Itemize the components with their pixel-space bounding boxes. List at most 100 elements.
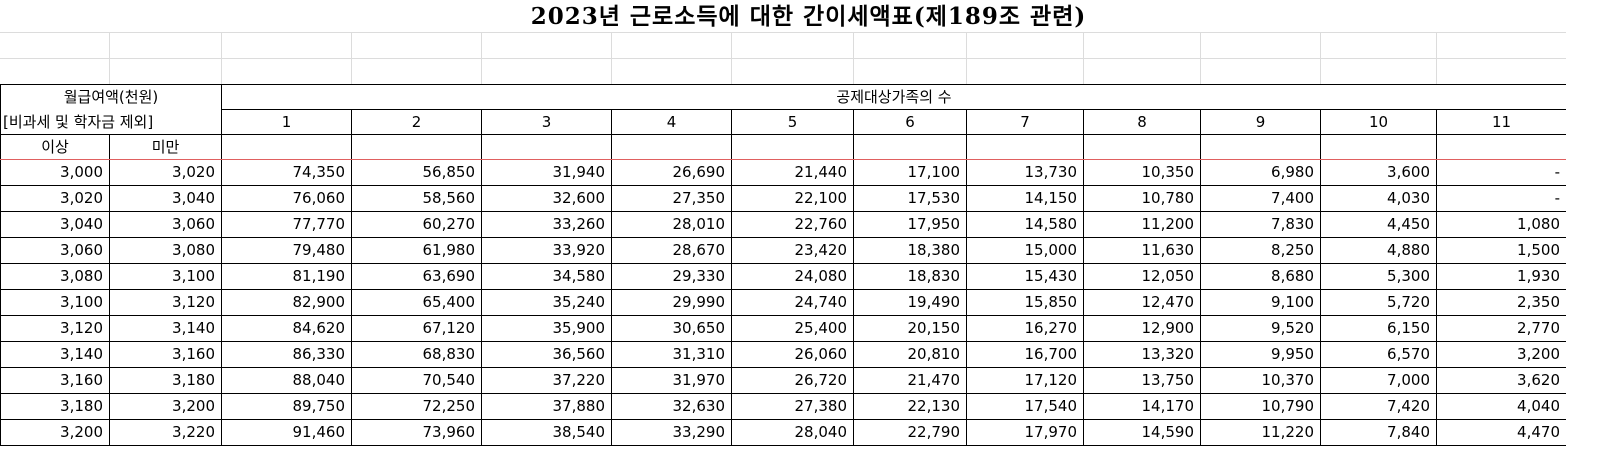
tax-amount-cell: 13,320 (1083, 341, 1201, 368)
tax-amount-cell: 29,330 (611, 263, 732, 290)
header-row-2: [비과세 및 학자금 제외] 1 2 3 4 5 6 7 8 9 10 11 (0, 109, 1567, 135)
tax-amount-cell: 6,150 (1320, 315, 1437, 342)
tax-amount-cell: 22,790 (853, 419, 967, 446)
tax-amount-cell: 74,350 (221, 159, 352, 186)
gridline (1200, 32, 1201, 84)
tax-amount-cell: 10,370 (1200, 367, 1321, 394)
table-row: 3,020 3,040 76,060 58,560 32,600 27,350 22,100… (0, 185, 1567, 212)
from-label: 이상 (0, 134, 110, 160)
wage-from-cell: 3,100 (0, 289, 110, 316)
dependent-count-header: 6 (853, 109, 967, 135)
empty-cell (1200, 134, 1321, 160)
tax-amount-cell: 10,790 (1200, 393, 1321, 420)
gridline (109, 32, 110, 84)
tax-amount-cell: 58,560 (351, 185, 482, 212)
dependent-count-header: 4 (611, 109, 732, 135)
tax-amount-cell: 60,270 (351, 211, 482, 238)
tax-amount-cell: 5,300 (1320, 263, 1437, 290)
tax-amount-cell: 31,940 (481, 159, 612, 186)
tax-amount-cell: 73,960 (351, 419, 482, 446)
tax-amount-cell: 3,600 (1320, 159, 1437, 186)
tax-amount-cell: 88,040 (221, 367, 352, 394)
page-title: 2023년 근로소득에 대한 간이세액표(제189조 관련) (530, 3, 1087, 30)
tax-amount-cell: 27,350 (611, 185, 732, 212)
wage-from-cell: 3,120 (0, 315, 110, 342)
tax-amount-cell: 21,470 (853, 367, 967, 394)
tax-amount-cell: 9,520 (1200, 315, 1321, 342)
tax-amount-cell: 18,380 (853, 237, 967, 264)
tax-amount-cell: 33,290 (611, 419, 732, 446)
gridline (351, 32, 352, 84)
wage-from-cell: 3,020 (0, 185, 110, 212)
tax-amount-cell: 14,590 (1083, 419, 1201, 446)
tax-amount-cell: 63,690 (351, 263, 482, 290)
tax-amount-cell: 33,920 (481, 237, 612, 264)
tax-amount-cell: 13,730 (966, 159, 1084, 186)
tax-amount-cell: 6,980 (1200, 159, 1321, 186)
wage-to-cell: 3,040 (109, 185, 222, 212)
wage-to-cell: 3,080 (109, 237, 222, 264)
tax-amount-cell: 4,030 (1320, 185, 1437, 212)
tax-amount-cell: 30,650 (611, 315, 732, 342)
tax-amount-cell: 9,100 (1200, 289, 1321, 316)
tax-amount-cell: 32,600 (481, 185, 612, 212)
tax-amount-cell: 8,680 (1200, 263, 1321, 290)
tax-amount-cell: - (1436, 185, 1567, 212)
tax-amount-cell: 37,880 (481, 393, 612, 420)
tax-amount-cell: 16,700 (966, 341, 1084, 368)
tax-amount-cell: 26,690 (611, 159, 732, 186)
tax-amount-cell: 11,630 (1083, 237, 1201, 264)
wage-to-cell: 3,100 (109, 263, 222, 290)
tax-amount-cell: 28,010 (611, 211, 732, 238)
tax-amount-cell: 26,720 (731, 367, 854, 394)
tax-amount-cell: 76,060 (221, 185, 352, 212)
wage-to-cell: 3,180 (109, 367, 222, 394)
tax-amount-cell: 4,880 (1320, 237, 1437, 264)
tax-amount-cell: 38,540 (481, 419, 612, 446)
tax-amount-cell: 17,970 (966, 419, 1084, 446)
tax-amount-cell: 4,450 (1320, 211, 1437, 238)
dependent-count-header: 10 (1320, 109, 1437, 135)
tax-amount-cell: 33,260 (481, 211, 612, 238)
tax-amount-cell: 28,670 (611, 237, 732, 264)
table-row: 3,080 3,100 81,190 63,690 34,580 29,330 24,080… (0, 263, 1567, 290)
table-row: 3,160 3,180 88,040 70,540 37,220 31,970 26,720… (0, 367, 1567, 394)
tax-amount-cell: 7,840 (1320, 419, 1437, 446)
wage-to-cell: 3,200 (109, 393, 222, 420)
tax-amount-cell: 81,190 (221, 263, 352, 290)
wage-to-cell: 3,060 (109, 211, 222, 238)
dependent-count-header: 9 (1200, 109, 1321, 135)
header-row-3: 이상 미만 (0, 134, 1567, 160)
tax-amount-cell: 17,950 (853, 211, 967, 238)
wage-from-cell: 3,000 (0, 159, 110, 186)
tax-amount-cell: 24,080 (731, 263, 854, 290)
table-row: 3,100 3,120 82,900 65,400 35,240 29,990 24,740… (0, 289, 1567, 316)
tax-amount-cell: 3,620 (1436, 367, 1567, 394)
tax-amount-cell: 61,980 (351, 237, 482, 264)
gridline (1320, 32, 1321, 84)
empty-cell (481, 134, 612, 160)
wage-to-cell: 3,120 (109, 289, 222, 316)
tax-amount-cell: 23,420 (731, 237, 854, 264)
table-row: 3,040 3,060 77,770 60,270 33,260 28,010 22,760… (0, 211, 1567, 238)
dependent-count-header: 7 (966, 109, 1084, 135)
tax-table: 월급여액(천원) 공제대상가족의 수 [비과세 및 학자금 제외] 1 2 3 … (0, 84, 1567, 446)
wage-to-cell: 3,160 (109, 341, 222, 368)
wage-to-cell: 3,140 (109, 315, 222, 342)
tax-amount-cell: 17,530 (853, 185, 967, 212)
tax-amount-cell: 21,440 (731, 159, 854, 186)
tax-amount-cell: 68,830 (351, 341, 482, 368)
wage-label-line1: 월급여액(천원) (0, 84, 222, 110)
tax-amount-cell: 67,120 (351, 315, 482, 342)
tax-amount-cell: 82,900 (221, 289, 352, 316)
tax-amount-cell: - (1436, 159, 1567, 186)
tax-amount-cell: 11,220 (1200, 419, 1321, 446)
wage-to-cell: 3,020 (109, 159, 222, 186)
empty-cell (966, 134, 1084, 160)
tax-amount-cell: 19,490 (853, 289, 967, 316)
tax-amount-cell: 14,170 (1083, 393, 1201, 420)
wage-to-cell: 3,220 (109, 419, 222, 446)
tax-amount-cell: 7,830 (1200, 211, 1321, 238)
tax-amount-cell: 28,040 (731, 419, 854, 446)
table-row: 3,000 3,020 74,350 56,850 31,940 26,690 21,440… (0, 159, 1567, 186)
